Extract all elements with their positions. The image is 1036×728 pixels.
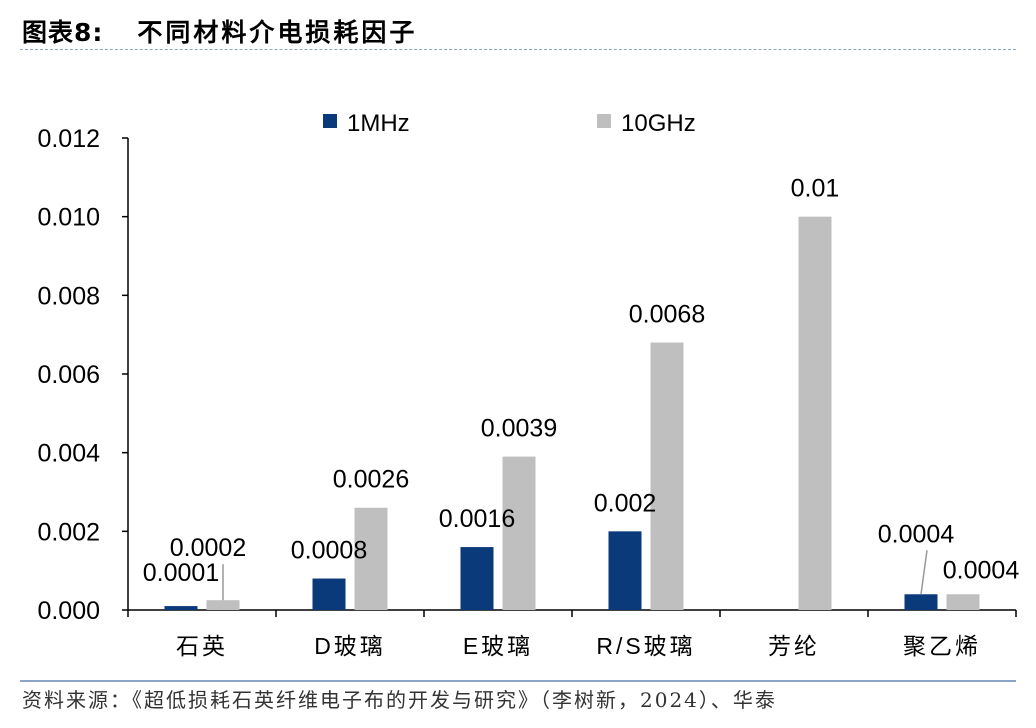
x-tick-label: R/S玻璃 [596,633,695,659]
data-label: 0.0016 [439,505,515,533]
figure-label: 图表8: [22,18,104,47]
bar-1mhz [312,578,346,610]
bar-chart: 0.000 0.002 0.004 0.006 0.008 0.010 0.012 石英 D玻璃… [37,110,1020,659]
bar-1mhz [460,547,494,610]
bar-1mhz [164,606,198,610]
y-tick-label: 0.010 [37,204,100,232]
legend-swatch-10ghz [597,114,611,128]
bar-1mhz [904,594,938,610]
legend-swatch-1mhz [323,114,337,128]
y-tick-label: 0.000 [37,597,100,625]
source-note: 资料来源：《超低损耗石英纤维电子布的开发与研究》（李树新，2024）、华泰 [22,688,777,712]
legend-label: 1MHz [347,110,410,137]
data-label: 0.0026 [333,466,409,494]
data-label: 0.002 [594,489,657,517]
legend-label: 10GHz [621,110,696,137]
x-tick-label: 芳纶 [768,633,820,659]
x-tick-label: 石英 [176,633,228,659]
bar-10ghz [946,594,980,610]
y-tick-label: 0.002 [37,518,100,546]
data-label: 0.0039 [481,415,557,443]
x-tick-label: D玻璃 [314,633,386,659]
bar-10ghz [798,216,832,610]
leader-line [920,550,928,595]
figure-header: 图表8: 不同材料介电损耗因子 [22,8,1016,54]
data-label: 0.0002 [170,534,246,562]
bar-10ghz [502,456,536,610]
data-label: 0.01 [791,175,840,203]
header-divider [20,49,1016,50]
y-tick-label: 0.006 [37,361,100,389]
data-label: 0.0004 [878,520,955,548]
data-label: 0.0004 [943,556,1020,584]
x-tick-label: E玻璃 [463,633,533,659]
y-tick-label: 0.008 [37,282,100,310]
y-tick-label: 0.012 [37,125,100,153]
chart-title: 不同材料介电损耗因子 [137,18,418,47]
bar-10ghz [354,507,388,610]
y-tick-label: 0.004 [37,440,100,468]
x-tick-label: 聚乙烯 [903,633,981,659]
data-label: 0.0008 [291,537,367,565]
bar-1mhz [608,531,642,610]
data-label: 0.0001 [143,559,219,587]
bar-10ghz [650,342,684,610]
data-label: 0.0068 [629,301,705,329]
footer-divider [20,680,1016,682]
bar-10ghz [206,600,240,610]
